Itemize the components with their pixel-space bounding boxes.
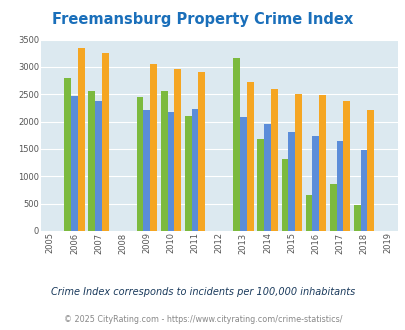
- Bar: [136, 97, 143, 231]
- Bar: [367, 110, 373, 231]
- Bar: [232, 58, 239, 231]
- Bar: [160, 91, 167, 231]
- Bar: [185, 115, 191, 231]
- Bar: [305, 195, 312, 231]
- Bar: [353, 205, 360, 231]
- Bar: [257, 139, 264, 231]
- Bar: [270, 89, 277, 231]
- Bar: [191, 109, 198, 231]
- Bar: [167, 112, 174, 231]
- Bar: [329, 184, 336, 231]
- Bar: [336, 141, 343, 231]
- Bar: [360, 149, 367, 231]
- Bar: [264, 124, 270, 231]
- Bar: [239, 117, 246, 231]
- Bar: [174, 69, 181, 231]
- Bar: [312, 136, 318, 231]
- Bar: [294, 94, 301, 231]
- Bar: [281, 159, 288, 231]
- Bar: [64, 78, 71, 231]
- Bar: [95, 101, 102, 231]
- Bar: [71, 96, 78, 231]
- Text: Crime Index corresponds to incidents per 100,000 inhabitants: Crime Index corresponds to incidents per…: [51, 287, 354, 297]
- Bar: [78, 49, 84, 231]
- Bar: [150, 64, 157, 231]
- Text: Freemansburg Property Crime Index: Freemansburg Property Crime Index: [52, 12, 353, 26]
- Bar: [143, 110, 150, 231]
- Bar: [318, 95, 325, 231]
- Bar: [198, 72, 205, 231]
- Bar: [288, 132, 294, 231]
- Bar: [246, 82, 253, 231]
- Bar: [102, 53, 109, 231]
- Bar: [343, 101, 349, 231]
- Text: © 2025 CityRating.com - https://www.cityrating.com/crime-statistics/: © 2025 CityRating.com - https://www.city…: [64, 315, 341, 324]
- Bar: [88, 91, 95, 231]
